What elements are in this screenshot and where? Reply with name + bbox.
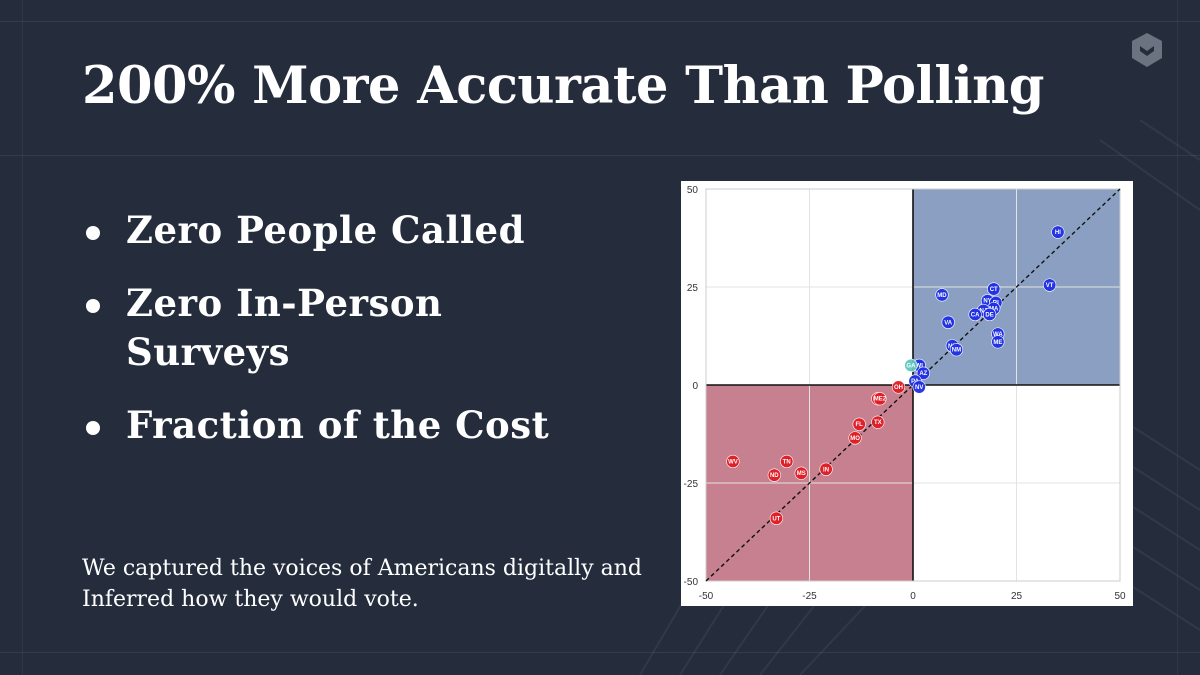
data-point-label: NM (952, 348, 961, 354)
background-rule (0, 21, 1200, 22)
bullet-item: Fraction of the Cost (82, 401, 602, 450)
data-point (769, 511, 783, 525)
data-point (916, 366, 930, 380)
data-point-label: UT (772, 516, 780, 522)
data-point-label: WI (916, 363, 924, 369)
data-point-label: HI (1055, 230, 1061, 236)
data-point (891, 380, 906, 394)
data-point (780, 454, 794, 469)
x-tick-label: 0 (910, 591, 916, 602)
data-point-label: CT (990, 287, 998, 293)
y-tick-label: 0 (692, 381, 698, 392)
x-tick-label: -50 (699, 591, 714, 602)
data-point (794, 466, 808, 480)
bullet-dot-icon (86, 299, 100, 313)
data-point-label: OH (894, 385, 903, 391)
data-point (1051, 225, 1065, 239)
data-point-label: ND (770, 473, 779, 479)
bullet-item: Zero People Called (82, 206, 602, 255)
data-point-label: VA (944, 320, 953, 326)
data-point (941, 315, 955, 329)
plot-frame (705, 188, 1121, 582)
data-point (767, 468, 781, 482)
data-point (819, 462, 833, 476)
background-rule (1177, 0, 1178, 675)
data-point-label: FL (856, 422, 864, 428)
data-point (949, 343, 964, 357)
y-tick-label: 25 (687, 283, 699, 294)
data-point (904, 358, 918, 372)
slide-title: 200% More Accurate Than Polling (82, 56, 1044, 116)
data-point-label: NY (983, 299, 991, 305)
bullet-text: Fraction of the Cost (126, 403, 550, 447)
bullet-text: Zero In-Person Surveys (126, 281, 443, 374)
background-rule (0, 652, 1200, 653)
data-point-label: TN (783, 459, 791, 465)
y-tick-label: 50 (687, 185, 699, 196)
data-point-label: GA (906, 363, 916, 369)
data-point-label: WA (993, 332, 1003, 338)
x-tick-label: -25 (802, 591, 817, 602)
bullet-list: Zero People Called Zero In-Person Survey… (82, 206, 602, 474)
background-rule (0, 155, 1200, 156)
data-point (982, 307, 997, 322)
caption-text: We captured the voices of Americans digi… (82, 556, 642, 612)
data-point-label: NJ (980, 309, 988, 315)
data-point-label: ME (993, 340, 1002, 346)
data-point (848, 431, 862, 445)
background-rule (22, 0, 23, 675)
y-tick-label: -25 (684, 479, 699, 490)
x-tick-label: 50 (1114, 591, 1126, 602)
data-point (1043, 278, 1057, 292)
x-tick-label: 25 (1011, 591, 1023, 602)
data-point (873, 392, 887, 406)
bullet-dot-icon (86, 226, 100, 240)
data-point (991, 335, 1005, 349)
data-point (726, 454, 740, 469)
data-point (852, 417, 866, 431)
data-point-label: DE (985, 312, 993, 318)
bullet-item: Zero In-Person Surveys (82, 279, 602, 377)
data-point-label: CA (971, 312, 980, 318)
scatter-chart: -50-250255050250-25-50HIVTCTMDNYRIMANJDE… (684, 185, 1126, 602)
data-point (968, 307, 982, 322)
data-point-label: AZ (919, 371, 927, 377)
data-point (912, 380, 926, 394)
logo-icon (1132, 33, 1162, 67)
data-point (935, 288, 949, 302)
data-point (871, 415, 885, 429)
data-point-label: IN (823, 467, 829, 473)
bullet-dot-icon (86, 421, 100, 435)
data-point-label: VT (1046, 283, 1054, 289)
scatter-chart-card: -50-250255050250-25-50HIVTCTMDNYRIMANJDE… (681, 181, 1133, 606)
data-point-label: ME2 (874, 397, 887, 403)
data-point-label: NV (915, 385, 923, 391)
y-tick-label: -50 (684, 577, 699, 588)
data-point-label: MD (937, 293, 947, 299)
data-point-label: MO (850, 436, 860, 442)
data-point (987, 282, 1001, 296)
data-point-label: WV (728, 459, 738, 465)
bullet-text: Zero People Called (126, 208, 525, 252)
data-point-label: MA (989, 307, 999, 313)
data-point-label: MS (797, 471, 806, 477)
data-point-label: TX (874, 420, 882, 426)
